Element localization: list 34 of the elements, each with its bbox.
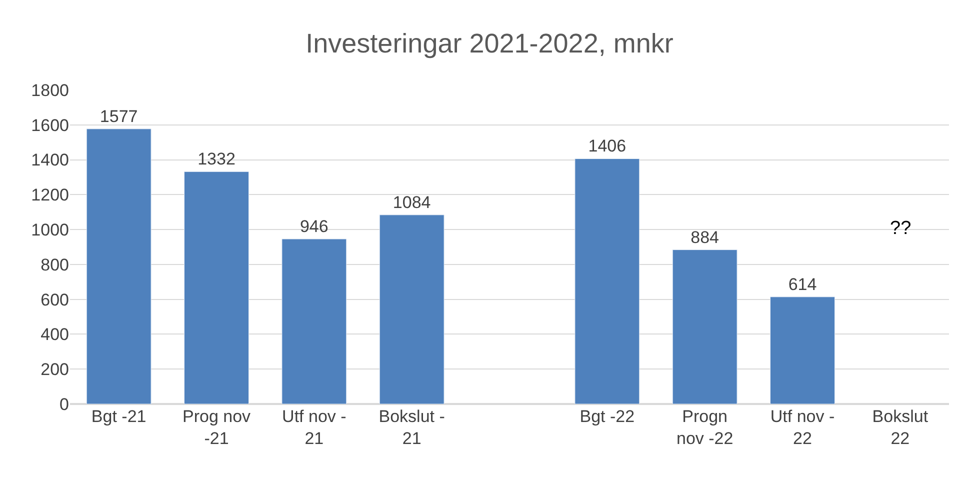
bar	[574, 158, 640, 404]
bar	[379, 214, 444, 404]
y-tick-label: 1800	[31, 80, 69, 100]
x-tick-label: Prog nov -21	[182, 407, 252, 448]
data-label: 1406	[588, 136, 626, 156]
x-tick-label: Progn nov -22	[676, 407, 734, 448]
chart-title: Investeringar 2021-2022, mnkr	[306, 28, 674, 58]
data-label: 884	[690, 228, 720, 247]
y-tick-label: 600	[40, 290, 69, 310]
y-tick-label: 1400	[31, 150, 69, 170]
data-label: 946	[300, 216, 328, 236]
bar	[672, 250, 738, 404]
x-tick-label: Bgt -22	[580, 407, 635, 426]
y-tick-label: 200	[40, 360, 69, 380]
data-label: 1332	[198, 150, 236, 169]
data-label: 1577	[100, 106, 138, 126]
y-tick-label: 400	[40, 325, 69, 344]
x-tick-label: Bokslut - 21	[378, 407, 445, 448]
x-tick-label: Bokslut 22	[872, 407, 928, 448]
bar	[282, 238, 347, 404]
bar	[184, 171, 249, 404]
x-tick-label: Utf nov - 22	[770, 407, 835, 448]
y-tick-label: 800	[40, 255, 69, 274]
x-tick-label: Bgt -21	[91, 407, 146, 426]
x-tick-label: Utf nov - 21	[282, 407, 346, 448]
data-label: 1084	[392, 192, 431, 212]
y-tick-label: 1600	[31, 116, 69, 135]
y-tick-label: 1000	[31, 220, 69, 240]
data-label: 614	[788, 274, 817, 294]
y-tick-label: 1200	[31, 186, 69, 205]
bar	[86, 128, 152, 404]
annotation: ??	[890, 218, 912, 239]
bar	[770, 296, 835, 404]
y-tick-label: 0	[60, 394, 69, 414]
